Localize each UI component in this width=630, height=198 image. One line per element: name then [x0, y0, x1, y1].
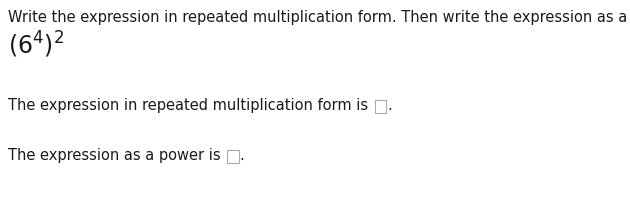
Text: The expression as a power is: The expression as a power is — [8, 148, 226, 163]
Bar — [375, 100, 386, 113]
Text: .: . — [240, 148, 244, 163]
Bar — [227, 150, 239, 163]
Text: The expression in repeated multiplication form is: The expression in repeated multiplicatio… — [8, 98, 373, 113]
Text: $(6^4)^2$: $(6^4)^2$ — [8, 30, 64, 60]
Text: .: . — [387, 98, 392, 113]
Text: Write the expression in repeated multiplication form. Then write the expression : Write the expression in repeated multipl… — [8, 10, 630, 25]
